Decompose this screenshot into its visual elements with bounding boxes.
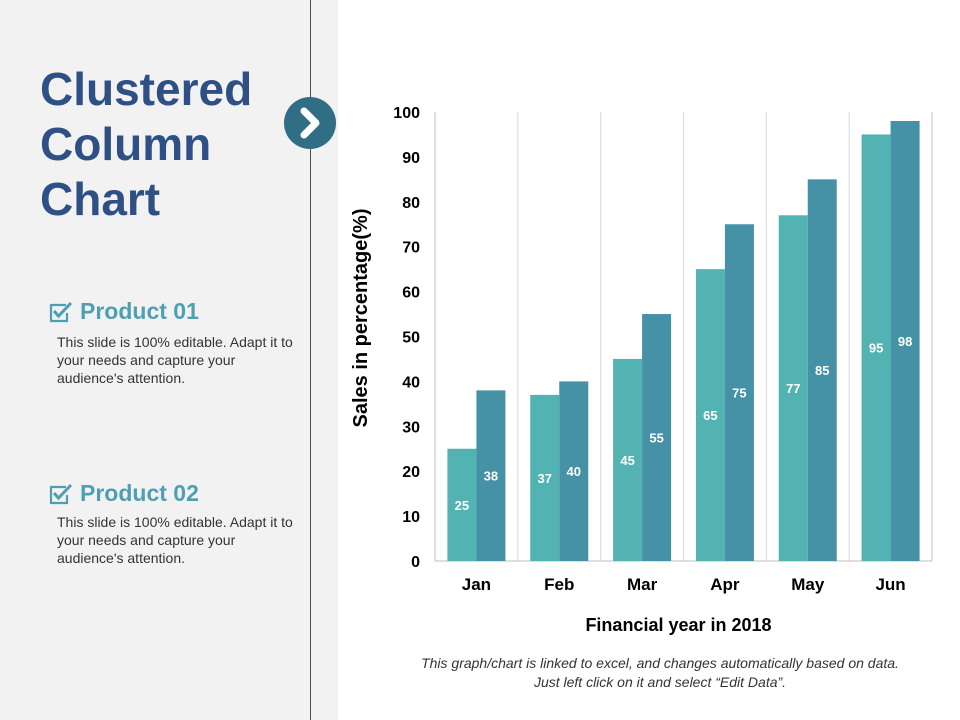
product-1-title: Product 01 xyxy=(80,298,199,324)
footnote-line-2: Just left click on it and select “Edit D… xyxy=(533,674,787,690)
bar xyxy=(613,358,643,561)
data-label: 37 xyxy=(538,471,552,486)
product-block-1: Product 01 This slide is 100% editable. … xyxy=(48,298,308,387)
bar xyxy=(559,381,589,561)
y-tick-label: 0 xyxy=(411,554,420,571)
chevron-right-icon xyxy=(284,97,336,149)
x-tick-label: Mar xyxy=(627,575,658,594)
bar xyxy=(476,390,506,561)
y-tick-label: 10 xyxy=(402,509,420,526)
y-tick-label: 60 xyxy=(402,285,420,302)
x-tick-label: Feb xyxy=(544,575,574,594)
product-2-title: Product 02 xyxy=(80,480,199,506)
chevron-right-icon-graphic xyxy=(300,107,320,139)
title-line-3: Chart xyxy=(40,173,161,225)
title-line-2: Column xyxy=(40,118,212,170)
data-label: 45 xyxy=(620,453,634,468)
y-tick-label: 100 xyxy=(393,105,420,122)
product-block-2: Product 02 This slide is 100% editable. … xyxy=(48,480,308,567)
bar xyxy=(530,394,560,561)
data-label: 98 xyxy=(898,334,912,349)
bar xyxy=(807,179,837,561)
checkbox-checked-icon xyxy=(49,301,73,322)
title-line-1: Clustered xyxy=(40,63,253,115)
x-tick-label: Jan xyxy=(462,575,491,594)
x-tick-label: May xyxy=(791,575,825,594)
product-2-description: This slide is 100% editable. Adapt it to… xyxy=(57,514,293,566)
y-axis-title: Sales in percentage(%) xyxy=(350,209,372,428)
data-label: 25 xyxy=(455,498,469,513)
data-label: 77 xyxy=(786,381,800,396)
data-label: 95 xyxy=(869,341,883,356)
x-tick-label: Jun xyxy=(875,575,905,594)
bar xyxy=(724,224,754,561)
bar xyxy=(447,448,477,561)
bar xyxy=(778,215,808,561)
footnote: This graph/chart is linked to excel, and… xyxy=(370,654,950,692)
slide-title: Clustered Column Chart xyxy=(40,62,300,227)
data-label: 65 xyxy=(703,408,717,423)
y-tick-label: 30 xyxy=(402,419,420,436)
data-label: 40 xyxy=(567,464,581,479)
y-tick-label: 20 xyxy=(402,464,420,481)
bar xyxy=(861,134,891,561)
y-tick-label: 50 xyxy=(402,330,420,347)
x-tick-label: Apr xyxy=(710,575,740,594)
data-label: 75 xyxy=(732,386,746,401)
bar xyxy=(642,314,672,561)
divider-line xyxy=(310,0,311,720)
bar xyxy=(890,120,920,562)
footnote-line-1: This graph/chart is linked to excel, and… xyxy=(421,655,899,671)
product-1-description: This slide is 100% editable. Adapt it to… xyxy=(57,334,293,386)
y-tick-label: 40 xyxy=(402,374,420,391)
data-label: 85 xyxy=(815,363,829,378)
y-tick-label: 90 xyxy=(402,150,420,167)
clustered-column-chart: 0 10 20 30 40 50 60 70 80 90 100 25 38 Jan 37 40 Feb 45 55… xyxy=(350,105,933,635)
left-panel xyxy=(0,0,338,720)
checkbox-checked-icon xyxy=(49,483,73,504)
y-tick-label: 80 xyxy=(402,195,420,212)
y-tick-label: 70 xyxy=(402,240,420,257)
data-label: 55 xyxy=(649,431,663,446)
bar xyxy=(695,269,725,561)
x-axis-title: Financial year in 2018 xyxy=(585,615,771,635)
data-label: 38 xyxy=(484,469,498,484)
